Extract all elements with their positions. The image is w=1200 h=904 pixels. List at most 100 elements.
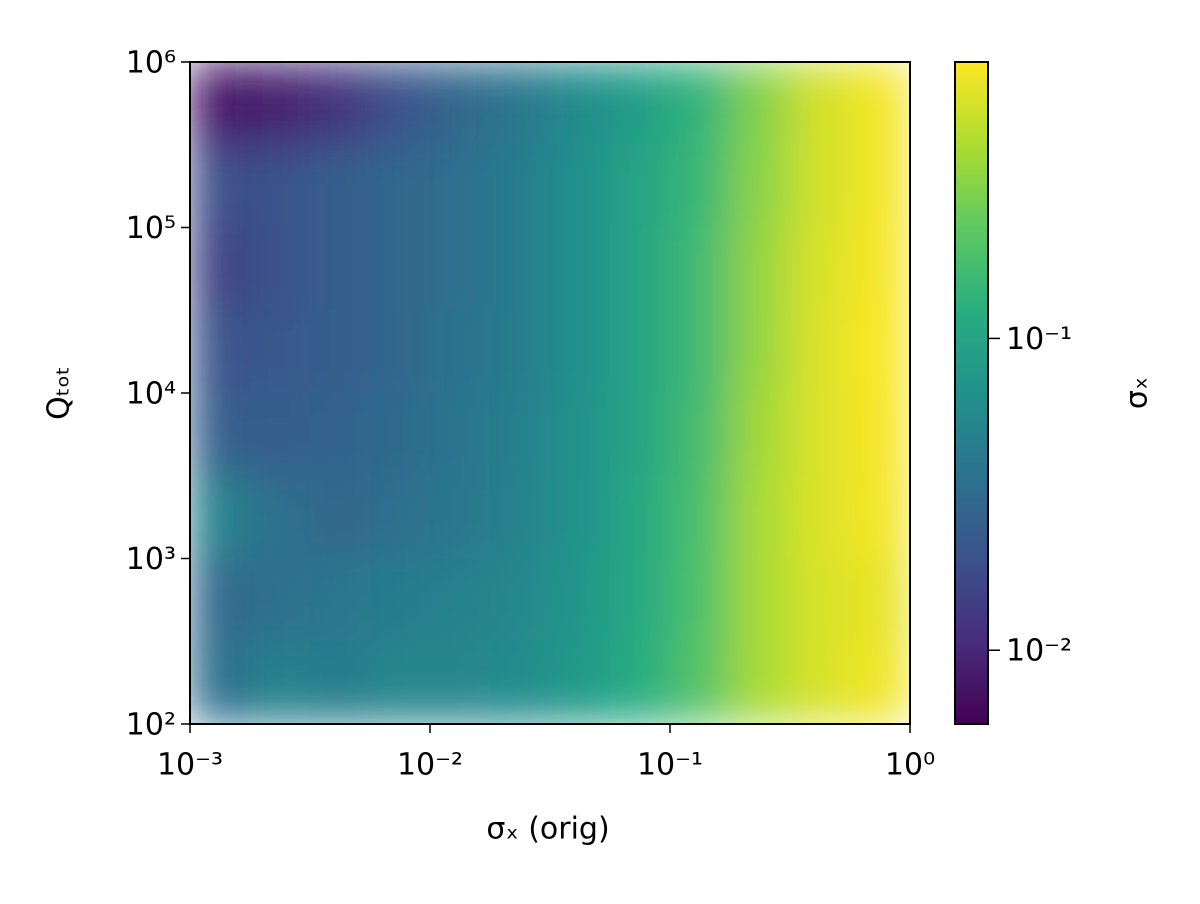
x-tick-label: 10⁻²: [397, 748, 463, 783]
colorbar-tick-label: 10⁻²: [1006, 634, 1072, 669]
heatmap-cell: [789, 144, 851, 229]
heatmap-cell: [729, 392, 791, 477]
heatmap: [190, 62, 910, 724]
heatmap-cell: [369, 227, 431, 311]
heatmap-cell: [669, 227, 731, 311]
heatmap-cell: [609, 309, 671, 394]
heatmap-cell: [729, 640, 791, 724]
heatmap-cell: [190, 392, 251, 477]
heatmap-cell: [789, 227, 851, 311]
heatmap-cell: [549, 558, 611, 642]
heatmap-cell: [369, 144, 431, 229]
heatmap-cell: [549, 62, 611, 146]
heatmap-cell: [190, 144, 251, 229]
heatmap-cell: [609, 558, 671, 642]
heatmap-cell: [309, 144, 371, 229]
heatmap-cell: [789, 62, 851, 146]
heatmap-cell: [249, 475, 311, 560]
heatmap-cell: [849, 144, 910, 229]
heatmap-cell: [549, 227, 611, 311]
heatmap-cell: [190, 227, 251, 311]
heatmap-cell: [489, 227, 551, 311]
colorbar: [954, 61, 989, 725]
heatmap-cell: [429, 558, 491, 642]
heatmap-cell: [249, 309, 311, 394]
y-tick-label: 10⁴: [126, 377, 176, 412]
heatmap-cell: [309, 475, 371, 560]
heatmap-cell: [849, 309, 910, 394]
heatmap-cell: [729, 144, 791, 229]
heatmap-cell: [549, 640, 611, 724]
heatmap-cell: [849, 475, 910, 560]
heatmap-cell: [609, 475, 671, 560]
heatmap-cell: [669, 392, 731, 477]
heatmap-cell: [849, 62, 910, 146]
heatmap-cell: [849, 558, 910, 642]
heatmap-cell: [309, 227, 371, 311]
heatmap-cell: [429, 227, 491, 311]
heatmap-cell: [429, 309, 491, 394]
heatmap-cell: [249, 558, 311, 642]
x-tick-label: 10⁻¹: [637, 748, 703, 783]
x-tick-label: 10⁻³: [157, 748, 223, 783]
heatmap-cells: [190, 62, 910, 724]
colorbar-tick-label: 10⁻¹: [1006, 322, 1072, 357]
x-axis-label: σₓ (orig): [486, 812, 609, 847]
heatmap-cell: [549, 475, 611, 560]
heatmap-cell: [549, 144, 611, 229]
heatmap-cell: [309, 392, 371, 477]
heatmap-cell: [309, 62, 371, 146]
heatmap-cell: [429, 475, 491, 560]
heatmap-cell: [489, 309, 551, 394]
x-tick-label: 10⁰: [885, 748, 935, 783]
heatmap-cell: [669, 640, 731, 724]
heatmap-cell: [669, 475, 731, 560]
heatmap-cell: [669, 62, 731, 146]
heatmap-cell: [789, 392, 851, 477]
heatmap-cell: [489, 475, 551, 560]
y-tick-label: 10⁵: [126, 211, 176, 246]
heatmap-cell: [369, 392, 431, 477]
heatmap-cell: [369, 62, 431, 146]
heatmap-cell: [489, 640, 551, 724]
heatmap-cell: [429, 640, 491, 724]
heatmap-cell: [789, 475, 851, 560]
heatmap-cell: [489, 558, 551, 642]
heatmap-cell: [609, 640, 671, 724]
heatmap-cell: [309, 558, 371, 642]
heatmap-cell: [729, 309, 791, 394]
heatmap-cell: [549, 392, 611, 477]
heatmap-cell: [669, 309, 731, 394]
heatmap-cell: [429, 392, 491, 477]
heatmap-cell: [249, 392, 311, 477]
heatmap-cell: [609, 227, 671, 311]
heatmap-cell: [789, 309, 851, 394]
heatmap-cell: [489, 144, 551, 229]
heatmap-cell: [729, 62, 791, 146]
y-tick-label: 10²: [126, 708, 176, 743]
heatmap-cell: [249, 62, 311, 146]
heatmap-cell: [549, 309, 611, 394]
heatmap-cell: [729, 558, 791, 642]
heatmap-cell: [249, 640, 311, 724]
heatmap-cell: [190, 640, 251, 724]
heatmap-cell: [190, 309, 251, 394]
heatmap-cell: [190, 558, 251, 642]
colorbar-label: σₓ: [1120, 377, 1155, 409]
heatmap-cell: [369, 558, 431, 642]
heatmap-cell: [609, 62, 671, 146]
heatmap-cell: [489, 62, 551, 146]
heatmap-cell: [309, 309, 371, 394]
heatmap-cell: [669, 558, 731, 642]
heatmap-cell: [729, 475, 791, 560]
heatmap-cell: [789, 640, 851, 724]
heatmap-cell: [849, 227, 910, 311]
heatmap-cell: [849, 392, 910, 477]
y-axis-label: Qₜₒₜ: [42, 366, 77, 420]
heatmap-cell: [190, 475, 251, 560]
heatmap-cell: [309, 640, 371, 724]
y-tick-label: 10⁶: [126, 46, 176, 81]
heatmap-cell: [369, 640, 431, 724]
heatmap-cell: [609, 392, 671, 477]
